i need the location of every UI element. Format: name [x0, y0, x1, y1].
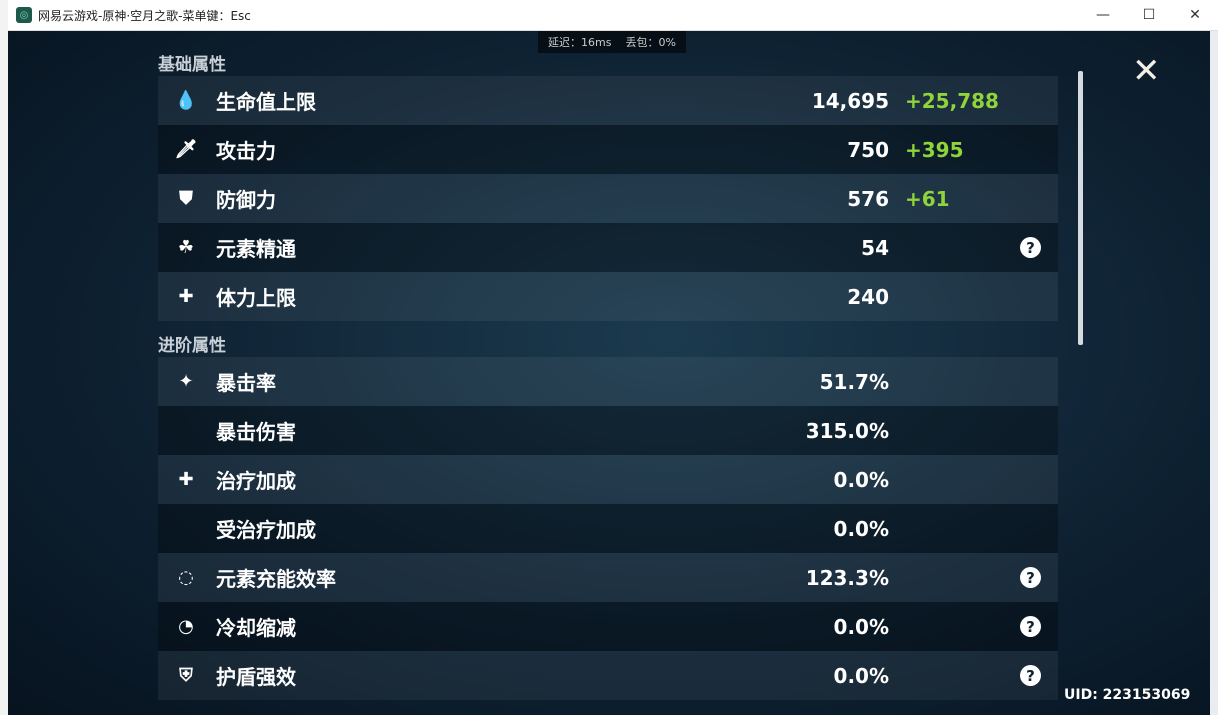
stat-value: 576 — [847, 186, 889, 211]
hp-drop-icon: 💧 — [174, 90, 198, 111]
section-header-basic: 基础属性 — [158, 55, 226, 75]
stat-row: 🗡 攻击力 750 +395 — [158, 125, 1058, 174]
stat-row: ⛨ 护盾强效 0.0%? — [158, 651, 1058, 700]
uid-label: UID: 223153069 — [1064, 687, 1191, 703]
scrollbar[interactable] — [1078, 71, 1083, 345]
minimize-button[interactable]: — — [1096, 7, 1110, 23]
stat-label: 防御力 — [216, 188, 276, 212]
stat-label: 受治疗加成 — [216, 518, 316, 542]
healing-bonus-icon: ✚ — [178, 469, 194, 490]
close-window-button[interactable]: ✕ — [1189, 7, 1201, 23]
game-view: 延迟：16ms 丢包：0% 基础属性 💧 生命值上限 14,695 +25,788 🗡 攻击… — [8, 31, 1210, 715]
stat-row: 暴击伤害 315.0% — [158, 406, 1058, 455]
window-titlebar: ◎ 网易云游戏-原神·空月之歌-菜单键：Esc — ☐ ✕ — [8, 0, 1218, 31]
stat-row: ◌ 元素充能效率 123.3%? — [158, 553, 1058, 602]
shield-strength-icon: ⛨ — [179, 665, 193, 686]
stat-label: 元素充能效率 — [216, 567, 336, 591]
sword-icon: 🗡 — [174, 139, 198, 160]
stat-value: 14,695 — [811, 88, 889, 113]
energy-recharge-icon: ◌ — [178, 567, 194, 588]
cd-reduction-icon: ◔ — [178, 616, 194, 637]
stat-value: 0.0% — [833, 516, 889, 541]
section-header-advanced: 进阶属性 — [158, 336, 226, 356]
crit-rate-icon: ✦ — [178, 371, 194, 392]
stat-label: 冷却缩减 — [216, 616, 296, 640]
stat-value: 123.3% — [805, 565, 889, 590]
stat-row: 💧 生命值上限 14,695 +25,788 — [158, 76, 1058, 125]
stat-label: 体力上限 — [216, 286, 296, 310]
elemental-mastery-icon: ☘ — [177, 237, 195, 258]
stat-value: 0.0% — [833, 663, 889, 688]
stat-value: 54 — [861, 235, 889, 260]
help-icon[interactable]: ? — [1020, 567, 1041, 588]
stat-label: 生命值上限 — [216, 90, 316, 114]
stat-bonus: +61 — [905, 186, 950, 211]
stat-value: 750 — [847, 137, 889, 162]
desktop-edge — [0, 0, 8, 715]
stat-label: 治疗加成 — [216, 469, 296, 493]
stat-label: 护盾强效 — [216, 665, 296, 689]
packet-loss: 丢包：0% — [625, 36, 676, 49]
stat-bonus: +25,788 — [905, 88, 999, 113]
stat-row: ⛊ 防御力 576 +61 — [158, 174, 1058, 223]
help-icon[interactable]: ? — [1020, 665, 1041, 686]
stat-value: 240 — [847, 284, 889, 309]
stat-value: 0.0% — [833, 614, 889, 639]
close-icon[interactable]: ✕ — [1132, 51, 1161, 91]
stat-label: 攻击力 — [216, 139, 276, 163]
stat-row: ☘ 元素精通 54? — [158, 223, 1058, 272]
latency: 延迟：16ms — [548, 36, 612, 49]
maximize-button[interactable]: ☐ — [1142, 7, 1156, 23]
network-status: 延迟：16ms 丢包：0% — [538, 31, 686, 53]
stat-label: 元素精通 — [216, 237, 296, 261]
stat-bonus: +395 — [905, 137, 964, 162]
stat-value: 51.7% — [819, 369, 889, 394]
stat-row: ✦ 暴击率 51.7% — [158, 357, 1058, 406]
app-logo-icon: ◎ — [16, 7, 32, 23]
stamina-icon: ✚ — [178, 286, 194, 307]
help-icon[interactable]: ? — [1020, 616, 1041, 637]
help-icon[interactable]: ? — [1020, 237, 1041, 258]
window-title: 网易云游戏-原神·空月之歌-菜单键：Esc — [38, 8, 251, 23]
stat-label: 暴击伤害 — [216, 420, 296, 444]
stat-row: ✚ 治疗加成 0.0% — [158, 455, 1058, 504]
shield-icon: ⛊ — [179, 188, 193, 209]
stat-row: ◔ 冷却缩减 0.0%? — [158, 602, 1058, 651]
stat-value: 315.0% — [805, 418, 889, 443]
stat-label: 暴击率 — [216, 371, 276, 395]
stat-value: 0.0% — [833, 467, 889, 492]
stat-row: 受治疗加成 0.0% — [158, 504, 1058, 553]
stat-row: ✚ 体力上限 240 — [158, 272, 1058, 321]
